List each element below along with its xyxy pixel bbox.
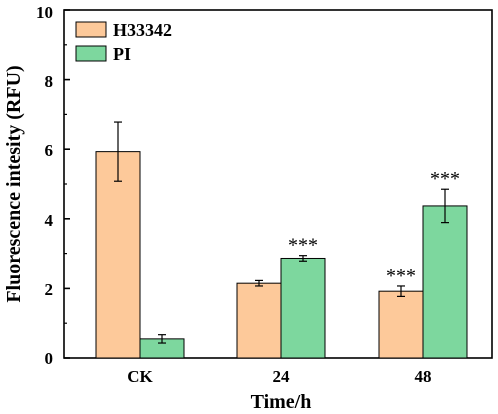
bar-h33342-24 xyxy=(236,282,282,359)
y-tick-label: 10 xyxy=(36,3,53,22)
legend-label-h33342: H33342 xyxy=(113,20,172,40)
legend-swatch-h33342 xyxy=(75,21,107,38)
y-tick-label: 8 xyxy=(45,72,54,91)
y-axis-title: Fluorescence intesity (RFU) xyxy=(3,65,25,302)
bar-pi-48 xyxy=(422,205,468,359)
x-axis-title: Time/h xyxy=(251,391,312,413)
y-tick-label: 4 xyxy=(45,211,54,230)
significance-label: *** xyxy=(386,265,416,287)
x-tick-label-24: 24 xyxy=(273,367,291,386)
bar-h33342-48 xyxy=(378,290,424,359)
legend-swatch-pi xyxy=(75,45,107,62)
y-tick-label: 2 xyxy=(45,280,54,299)
legend-label-pi: PI xyxy=(113,44,131,64)
x-tick-labels: CK 24 48 xyxy=(127,367,431,386)
y-tick-label: 6 xyxy=(45,141,54,160)
significance-label: *** xyxy=(288,235,318,257)
x-tick-label-48: 48 xyxy=(415,367,432,386)
y-tick-label: 0 xyxy=(45,349,54,368)
bar-h33342-ck xyxy=(95,151,141,359)
plot-area: *** *** *** xyxy=(63,9,493,359)
x-tick-label-ck: CK xyxy=(127,367,153,386)
legend: H33342 PI xyxy=(75,20,172,64)
bar-pi-24 xyxy=(280,257,326,359)
y-tick-labels: 0 2 4 6 8 10 xyxy=(36,3,54,368)
significance-label: *** xyxy=(430,168,460,190)
